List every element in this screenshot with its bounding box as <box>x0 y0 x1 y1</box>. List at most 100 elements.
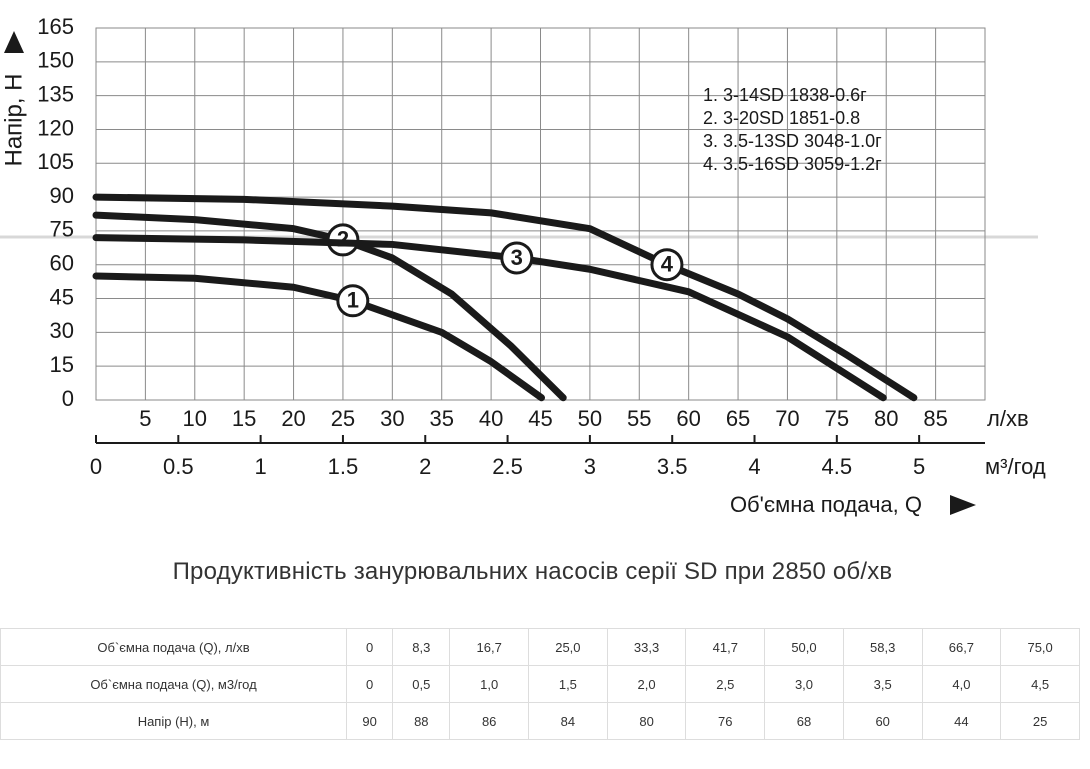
x-tick-label: 35 <box>429 406 453 431</box>
x-arrow <box>950 495 976 515</box>
table-cell: 4,5 <box>1000 665 1080 703</box>
curve-tag: 4 <box>661 252 674 277</box>
table-cell: Напір (Н), м <box>0 702 347 740</box>
x-tick-label: 40 <box>479 406 503 431</box>
x-tick-label: 5 <box>139 406 151 431</box>
x2-tick-label: 2 <box>419 454 431 479</box>
curve-tag: 3 <box>511 245 523 270</box>
table-cell: 80 <box>606 702 687 740</box>
x-axis-label: Об'ємна подача, Q <box>730 492 922 517</box>
table-cell: 33,3 <box>606 628 687 666</box>
x2-tick-label: 1.5 <box>328 454 359 479</box>
x2-tick-label: 4.5 <box>822 454 853 479</box>
table: Об`ємна подача (Q), л/хв 0 8,3 16,7 25,0 33,3… <box>0 628 1080 740</box>
legend-entry: 3. 3.5-13SD 3048-1.0г <box>703 131 882 151</box>
table-cell: 44 <box>921 702 1002 740</box>
y-tick-label: 0 <box>62 386 74 411</box>
table-cell: 68 <box>764 702 844 740</box>
table-cell: 84 <box>528 702 608 740</box>
x2-tick-label: 1 <box>255 454 267 479</box>
table-cell: 0 <box>345 665 394 703</box>
x-unit: л/хв <box>987 406 1029 431</box>
table-cell: 2,0 <box>606 665 687 703</box>
y-tick-label: 30 <box>50 318 74 343</box>
table-cell: 50,0 <box>764 628 844 666</box>
table-cell: 2,5 <box>685 665 766 703</box>
curve-tag: 1 <box>347 288 359 313</box>
x2-tick-label: 5 <box>913 454 925 479</box>
y-tick-label: 15 <box>50 352 74 377</box>
y-tick-label: 150 <box>37 48 74 73</box>
legend-entry: 2. 3-20SD 1851-0.8 <box>703 108 860 128</box>
x-tick-label: 70 <box>775 406 799 431</box>
curve-tag-circle <box>336 284 370 318</box>
x2-tick-label: 0.5 <box>163 454 194 479</box>
x2-tick-label: 2.5 <box>492 454 523 479</box>
table-cell: 25 <box>1000 702 1080 740</box>
curve-tag-circle <box>650 248 684 282</box>
table-row: Об`ємна подача (Q), м3/год 0 0,5 1,0 1,5 2,0 2… <box>0 665 1080 703</box>
table-cell: Об`ємна подача (Q), м3/год <box>0 665 347 703</box>
table-cell: 86 <box>449 702 530 740</box>
table-row: Напір (Н), м 90 88 86 84 80 76 68 60 44 25 <box>0 702 1080 740</box>
table-cell: 8,3 <box>392 628 451 666</box>
table-cell: 25,0 <box>528 628 608 666</box>
table-cell: 0 <box>345 628 394 666</box>
table-cell: 58,3 <box>842 628 923 666</box>
table-cell: 1,0 <box>449 665 530 703</box>
curve-tag-circle <box>500 241 534 275</box>
x-tick-label: 15 <box>232 406 256 431</box>
table-row: Об`ємна подача (Q), л/хв 0 8,3 16,7 25,0 33,3… <box>0 628 1080 666</box>
y-tick-label: 135 <box>37 81 74 106</box>
table-cell: 41,7 <box>685 628 766 666</box>
table-cell: 4,0 <box>921 665 1002 703</box>
x2-tick-label: 4 <box>748 454 760 479</box>
y-tick-label: 120 <box>37 115 74 140</box>
table-cell: 3,5 <box>842 665 923 703</box>
x-tick-label: 85 <box>923 406 947 431</box>
table-cell: 75,0 <box>1000 628 1080 666</box>
x-tick-label: 60 <box>676 406 700 431</box>
table-cell: 76 <box>685 702 766 740</box>
x-tick-label: 20 <box>281 406 305 431</box>
y-arrow <box>4 31 24 53</box>
x2-tick-label: 0 <box>90 454 102 479</box>
table-cell: 1,5 <box>528 665 608 703</box>
table-cell: 60 <box>842 702 923 740</box>
x-tick-label: 80 <box>874 406 898 431</box>
table-cell: 3,0 <box>764 665 844 703</box>
chart: Напір, Н л/хв м³/год Об'ємна подача, Q 0… <box>0 14 1046 517</box>
table-cell: 16,7 <box>449 628 530 666</box>
x-tick-label: 45 <box>528 406 552 431</box>
heading: Продуктивність занурювальних насосів сер… <box>172 558 893 585</box>
x-tick-label: 75 <box>825 406 849 431</box>
table-cell: 90 <box>345 702 394 740</box>
line <box>92 211 567 402</box>
y-tick-label: 90 <box>50 183 74 208</box>
curve-tag: 2 <box>337 227 349 252</box>
y-tick-label: 60 <box>50 251 74 276</box>
line <box>92 234 887 402</box>
line <box>92 272 545 402</box>
y-tick-label: 75 <box>50 217 74 242</box>
legend-entry: 1. 3-14SD 1838-0.6г <box>703 85 867 105</box>
x-tick-label: 65 <box>726 406 750 431</box>
x-tick-label: 10 <box>183 406 207 431</box>
x2-unit: м³/год <box>985 454 1046 479</box>
y-tick-label: 165 <box>37 14 74 39</box>
y-axis-label: Напір, Н <box>0 73 27 166</box>
x-tick-label: 25 <box>331 406 355 431</box>
line <box>92 193 918 402</box>
table-cell: 88 <box>392 702 451 740</box>
legend-entry: 4. 3.5-16SD 3059-1.2г <box>703 154 882 174</box>
y-tick-label: 105 <box>37 149 74 174</box>
x2-tick-label: 3 <box>584 454 596 479</box>
x-tick-label: 50 <box>578 406 602 431</box>
x-tick-label: 30 <box>380 406 404 431</box>
table-cell: 66,7 <box>921 628 1002 666</box>
x-tick-label: 55 <box>627 406 651 431</box>
table-cell: 0,5 <box>392 665 451 703</box>
table-cell: Об`ємна подача (Q), л/хв <box>0 628 347 666</box>
x2-tick-label: 3.5 <box>657 454 688 479</box>
